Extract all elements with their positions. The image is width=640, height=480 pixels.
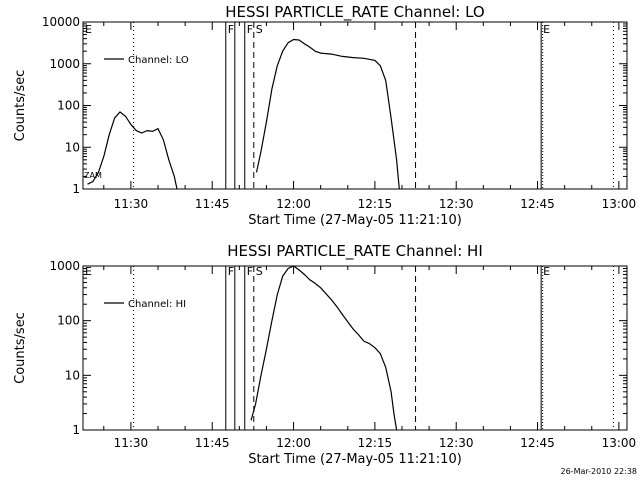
x-tick-label: 11:45 xyxy=(195,436,230,450)
y-tick-label: 1000 xyxy=(49,259,80,273)
y-tick-label: 10 xyxy=(65,140,80,154)
x-tick-label: 13:00 xyxy=(602,197,637,211)
x-tick-label: 12:30 xyxy=(439,197,474,211)
x-tick-label: 12:15 xyxy=(358,197,393,211)
y-tick-label: 10000 xyxy=(42,15,80,29)
event-flag-label: F xyxy=(228,265,234,278)
event-flag-label: F xyxy=(228,23,234,36)
plot-frame xyxy=(82,21,628,190)
x-tick-label: 11:45 xyxy=(195,197,230,211)
generation-timestamp: 26-Mar-2010 22:38 xyxy=(561,467,638,476)
event-flag-label: S xyxy=(256,265,263,278)
series-line xyxy=(87,111,178,190)
legend-label: Channel: LO xyxy=(128,55,189,66)
y-tick-label: 1000 xyxy=(49,57,80,71)
plot-frame xyxy=(82,265,628,431)
x-tick-label: 12:00 xyxy=(276,436,311,450)
event-flag-label: E xyxy=(543,265,550,278)
event-flag-label: F xyxy=(247,265,253,278)
y-axis-title: Counts/sec xyxy=(13,70,28,142)
y-axis-title: Counts/sec xyxy=(13,312,28,384)
panel-channel-hi: HESSI PARTICLE_RATE Channel: HI 1 10 100 100… xyxy=(13,242,636,467)
event-flag-label: E xyxy=(85,23,92,36)
y-tick-label: 1 xyxy=(72,423,80,437)
x-tick-label: 12:00 xyxy=(276,197,311,211)
event-flag-label: E xyxy=(85,265,92,278)
x-tick-label: 13:00 xyxy=(602,436,637,450)
corner-marker: ZAM xyxy=(84,171,102,180)
x-tick-label: 12:30 xyxy=(439,436,474,450)
y-tick-label: 1 xyxy=(72,182,80,196)
chart-title: HESSI PARTICLE_RATE Channel: LO xyxy=(225,3,484,22)
series-line xyxy=(250,265,398,431)
legend-label: Channel: HI xyxy=(128,299,186,310)
x-tick-label: 11:30 xyxy=(114,436,149,450)
event-flag-label: F xyxy=(247,23,253,36)
x-tick-label: 12:15 xyxy=(358,436,393,450)
x-tick-label: 12:45 xyxy=(520,197,555,211)
y-tick-label: 100 xyxy=(57,99,80,113)
chart-title: HESSI PARTICLE_RATE Channel: HI xyxy=(227,242,483,261)
series-line xyxy=(255,38,400,190)
x-tick-label: 12:45 xyxy=(520,436,555,450)
x-tick-label: 11:30 xyxy=(114,197,149,211)
y-tick-label: 10 xyxy=(65,368,80,382)
y-tick-label: 100 xyxy=(57,314,80,328)
panel-channel-lo: HESSI PARTICLE_RATE Channel: LO 1 10 100 100… xyxy=(13,3,636,228)
event-flag-label: S xyxy=(256,23,263,36)
x-axis-title: Start Time (27-May-05 11:21:10) xyxy=(248,213,462,228)
event-flag-label: E xyxy=(543,23,550,36)
x-axis-title: Start Time (27-May-05 11:21:10) xyxy=(248,452,462,467)
